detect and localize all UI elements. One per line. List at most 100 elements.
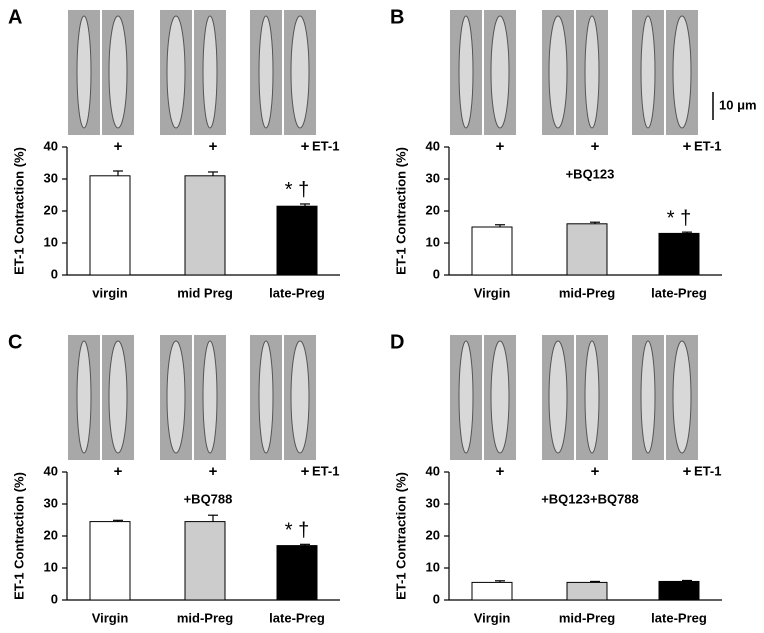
y-tick-label: 0 (51, 266, 58, 281)
bar (566, 581, 608, 601)
bar (566, 223, 608, 276)
treatment-mark: + (591, 463, 600, 480)
x-tick-label: Virgin (92, 610, 129, 625)
cell (640, 15, 656, 129)
y-axis-label: ET-1 Contraction (%) (393, 472, 408, 600)
cell (490, 15, 510, 129)
y-tick-label: 20 (44, 527, 58, 542)
y-tick-label: 20 (426, 527, 440, 542)
y-tick-label: 30 (44, 495, 58, 510)
treatment-mark: + (301, 138, 310, 155)
treatment-mark: + (496, 138, 505, 155)
x-tick-label: mid-Preg (559, 610, 615, 625)
y-tick-label: 0 (433, 266, 440, 281)
x-tick-label: virgin (92, 285, 127, 300)
y-tick-label: 40 (426, 138, 440, 153)
cell (548, 15, 568, 129)
cell (202, 15, 218, 129)
cell (166, 15, 186, 129)
cell (258, 340, 274, 454)
x-tick-label: mid-Preg (559, 285, 615, 300)
cell (584, 15, 600, 129)
cell (290, 340, 310, 454)
cell (458, 15, 474, 129)
y-tick-label: 40 (44, 138, 58, 153)
panel-letter: A (8, 6, 22, 28)
cell (202, 340, 218, 454)
y-tick-label: 10 (44, 234, 58, 249)
y-tick-label: 40 (426, 463, 440, 478)
bar (89, 175, 131, 276)
treatment-label: ET-1 (694, 463, 721, 478)
y-axis-label: ET-1 Contraction (%) (11, 147, 26, 275)
bar (658, 232, 700, 276)
annotation: +BQ123+BQ788 (541, 491, 639, 506)
y-tick-label: 10 (44, 559, 58, 574)
bar (471, 581, 513, 601)
cell (640, 340, 656, 454)
panel-letter: B (390, 6, 404, 28)
y-tick-label: 30 (44, 170, 58, 185)
cell (672, 15, 692, 129)
y-tick-label: 0 (433, 591, 440, 606)
y-axis-label: ET-1 Contraction (%) (11, 472, 26, 600)
bar (471, 226, 513, 276)
cell (490, 340, 510, 454)
y-tick-label: 0 (51, 591, 58, 606)
treatment-label: ET-1 (312, 463, 339, 478)
treatment-mark: + (209, 138, 218, 155)
cell (76, 15, 92, 129)
y-tick-label: 40 (44, 463, 58, 478)
treatment-mark: + (683, 463, 692, 480)
y-tick-label: 10 (426, 234, 440, 249)
bar (184, 521, 226, 601)
x-tick-label: late-Preg (651, 610, 707, 625)
x-tick-label: Virgin (474, 610, 511, 625)
x-tick-label: mid Preg (177, 285, 233, 300)
cell (672, 340, 692, 454)
treatment-label: ET-1 (312, 138, 339, 153)
annotation: +BQ123 (566, 166, 615, 181)
x-tick-label: late-Preg (269, 610, 325, 625)
treatment-mark: + (114, 138, 123, 155)
x-tick-label: Virgin (474, 285, 511, 300)
significance: * † (285, 179, 309, 201)
panel-letter: D (390, 331, 404, 353)
treatment-mark: + (591, 138, 600, 155)
x-tick-label: mid-Preg (177, 610, 233, 625)
significance: * † (285, 520, 309, 542)
treatment-mark: + (114, 463, 123, 480)
cell (258, 15, 274, 129)
y-tick-label: 30 (426, 170, 440, 185)
cell (548, 340, 568, 454)
bar (276, 545, 318, 601)
y-tick-label: 20 (426, 202, 440, 217)
bar (276, 205, 318, 276)
annotation: +BQ788 (184, 491, 233, 506)
panel-letter: C (8, 331, 22, 353)
scale-bar-label: 10 μm (719, 97, 757, 112)
y-tick-label: 20 (44, 202, 58, 217)
treatment-mark: + (496, 463, 505, 480)
treatment-label: ET-1 (694, 138, 721, 153)
treatment-mark: + (683, 138, 692, 155)
cell (108, 340, 128, 454)
bar (184, 175, 226, 276)
cell (76, 340, 92, 454)
treatment-mark: + (301, 463, 310, 480)
y-tick-label: 30 (426, 495, 440, 510)
cell (108, 15, 128, 129)
cell (290, 15, 310, 129)
cell (166, 340, 186, 454)
cell (458, 340, 474, 454)
bar (658, 580, 700, 601)
x-tick-label: late-Preg (651, 285, 707, 300)
significance: * † (667, 207, 691, 229)
treatment-mark: + (209, 463, 218, 480)
bar (89, 521, 131, 601)
